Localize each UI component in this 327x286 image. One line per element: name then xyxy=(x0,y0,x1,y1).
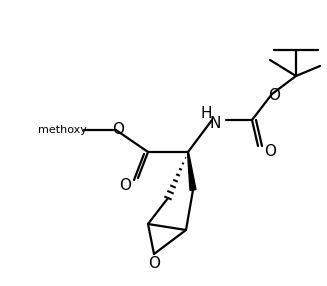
Text: O: O xyxy=(112,122,124,138)
Polygon shape xyxy=(187,152,196,190)
Text: O: O xyxy=(119,178,131,192)
Text: methoxy: methoxy xyxy=(38,125,86,135)
Text: O: O xyxy=(148,255,160,271)
Text: O: O xyxy=(268,88,280,104)
Text: O: O xyxy=(264,144,276,160)
Text: N: N xyxy=(209,116,221,132)
Text: H: H xyxy=(200,106,212,120)
